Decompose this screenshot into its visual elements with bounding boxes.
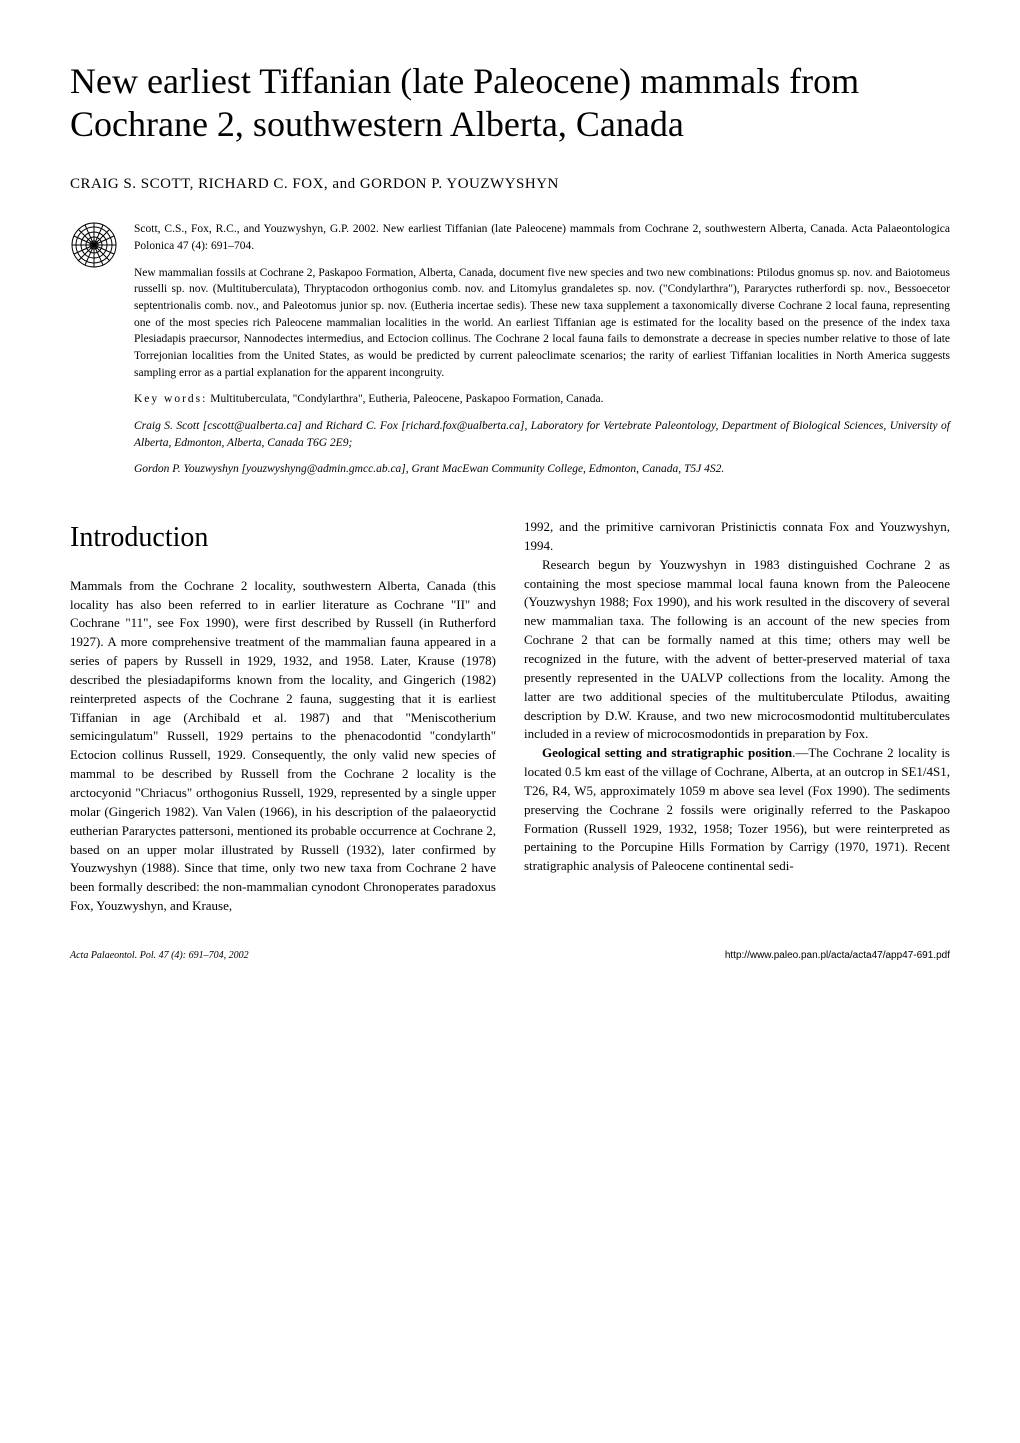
author-affiliation-2: Gordon P. Youzwyshyn [youzwyshyng@admin.…: [134, 461, 950, 478]
section-heading-introduction: Introduction: [70, 518, 496, 559]
author-affiliation-1: Craig S. Scott [cscott@ualberta.ca] and …: [134, 418, 950, 451]
abstract-block: Scott, C.S., Fox, R.C., and Youzwyshyn, …: [70, 221, 950, 488]
geological-setting-paragraph: Geological setting and stratigraphic pos…: [524, 744, 950, 876]
page-footer: Acta Palaeontol. Pol. 47 (4): 691–704, 2…: [70, 950, 950, 961]
body-columns: Introduction Mammals from the Cochrane 2…: [70, 518, 950, 916]
geological-setting-text: .—The Cochrane 2 locality is located 0.5…: [524, 745, 950, 873]
intro-paragraph-1-continued: 1992, and the primitive carnivoran Prist…: [524, 518, 950, 556]
left-column: Introduction Mammals from the Cochrane 2…: [70, 518, 496, 916]
abstract-column: Scott, C.S., Fox, R.C., and Youzwyshyn, …: [134, 221, 950, 488]
geological-setting-runin: Geological setting and stratigraphic pos…: [542, 745, 792, 760]
icon-column: [70, 221, 118, 488]
keywords-text: Multituberculata, "Condylarthra", Euther…: [210, 393, 603, 405]
ammonite-icon: [70, 221, 118, 269]
authors-line: CRAIG S. SCOTT, RICHARD C. FOX, and GORD…: [70, 176, 950, 193]
paper-title: New earliest Tiffanian (late Paleocene) …: [70, 60, 950, 146]
footer-right: http://www.paleo.pan.pl/acta/acta47/app4…: [725, 950, 950, 961]
abstract-body: New mammalian fossils at Cochrane 2, Pas…: [134, 265, 950, 382]
keywords-line: Key words: Multituberculata, "Condylarth…: [134, 391, 950, 408]
intro-paragraph-2: Research begun by Youzwyshyn in 1983 dis…: [524, 556, 950, 744]
right-column: 1992, and the primitive carnivoran Prist…: [524, 518, 950, 916]
abstract-citation: Scott, C.S., Fox, R.C., and Youzwyshyn, …: [134, 221, 950, 254]
keywords-label: Key words:: [134, 393, 207, 405]
intro-paragraph-1: Mammals from the Cochrane 2 locality, so…: [70, 577, 496, 916]
footer-left: Acta Palaeontol. Pol. 47 (4): 691–704, 2…: [70, 950, 249, 961]
